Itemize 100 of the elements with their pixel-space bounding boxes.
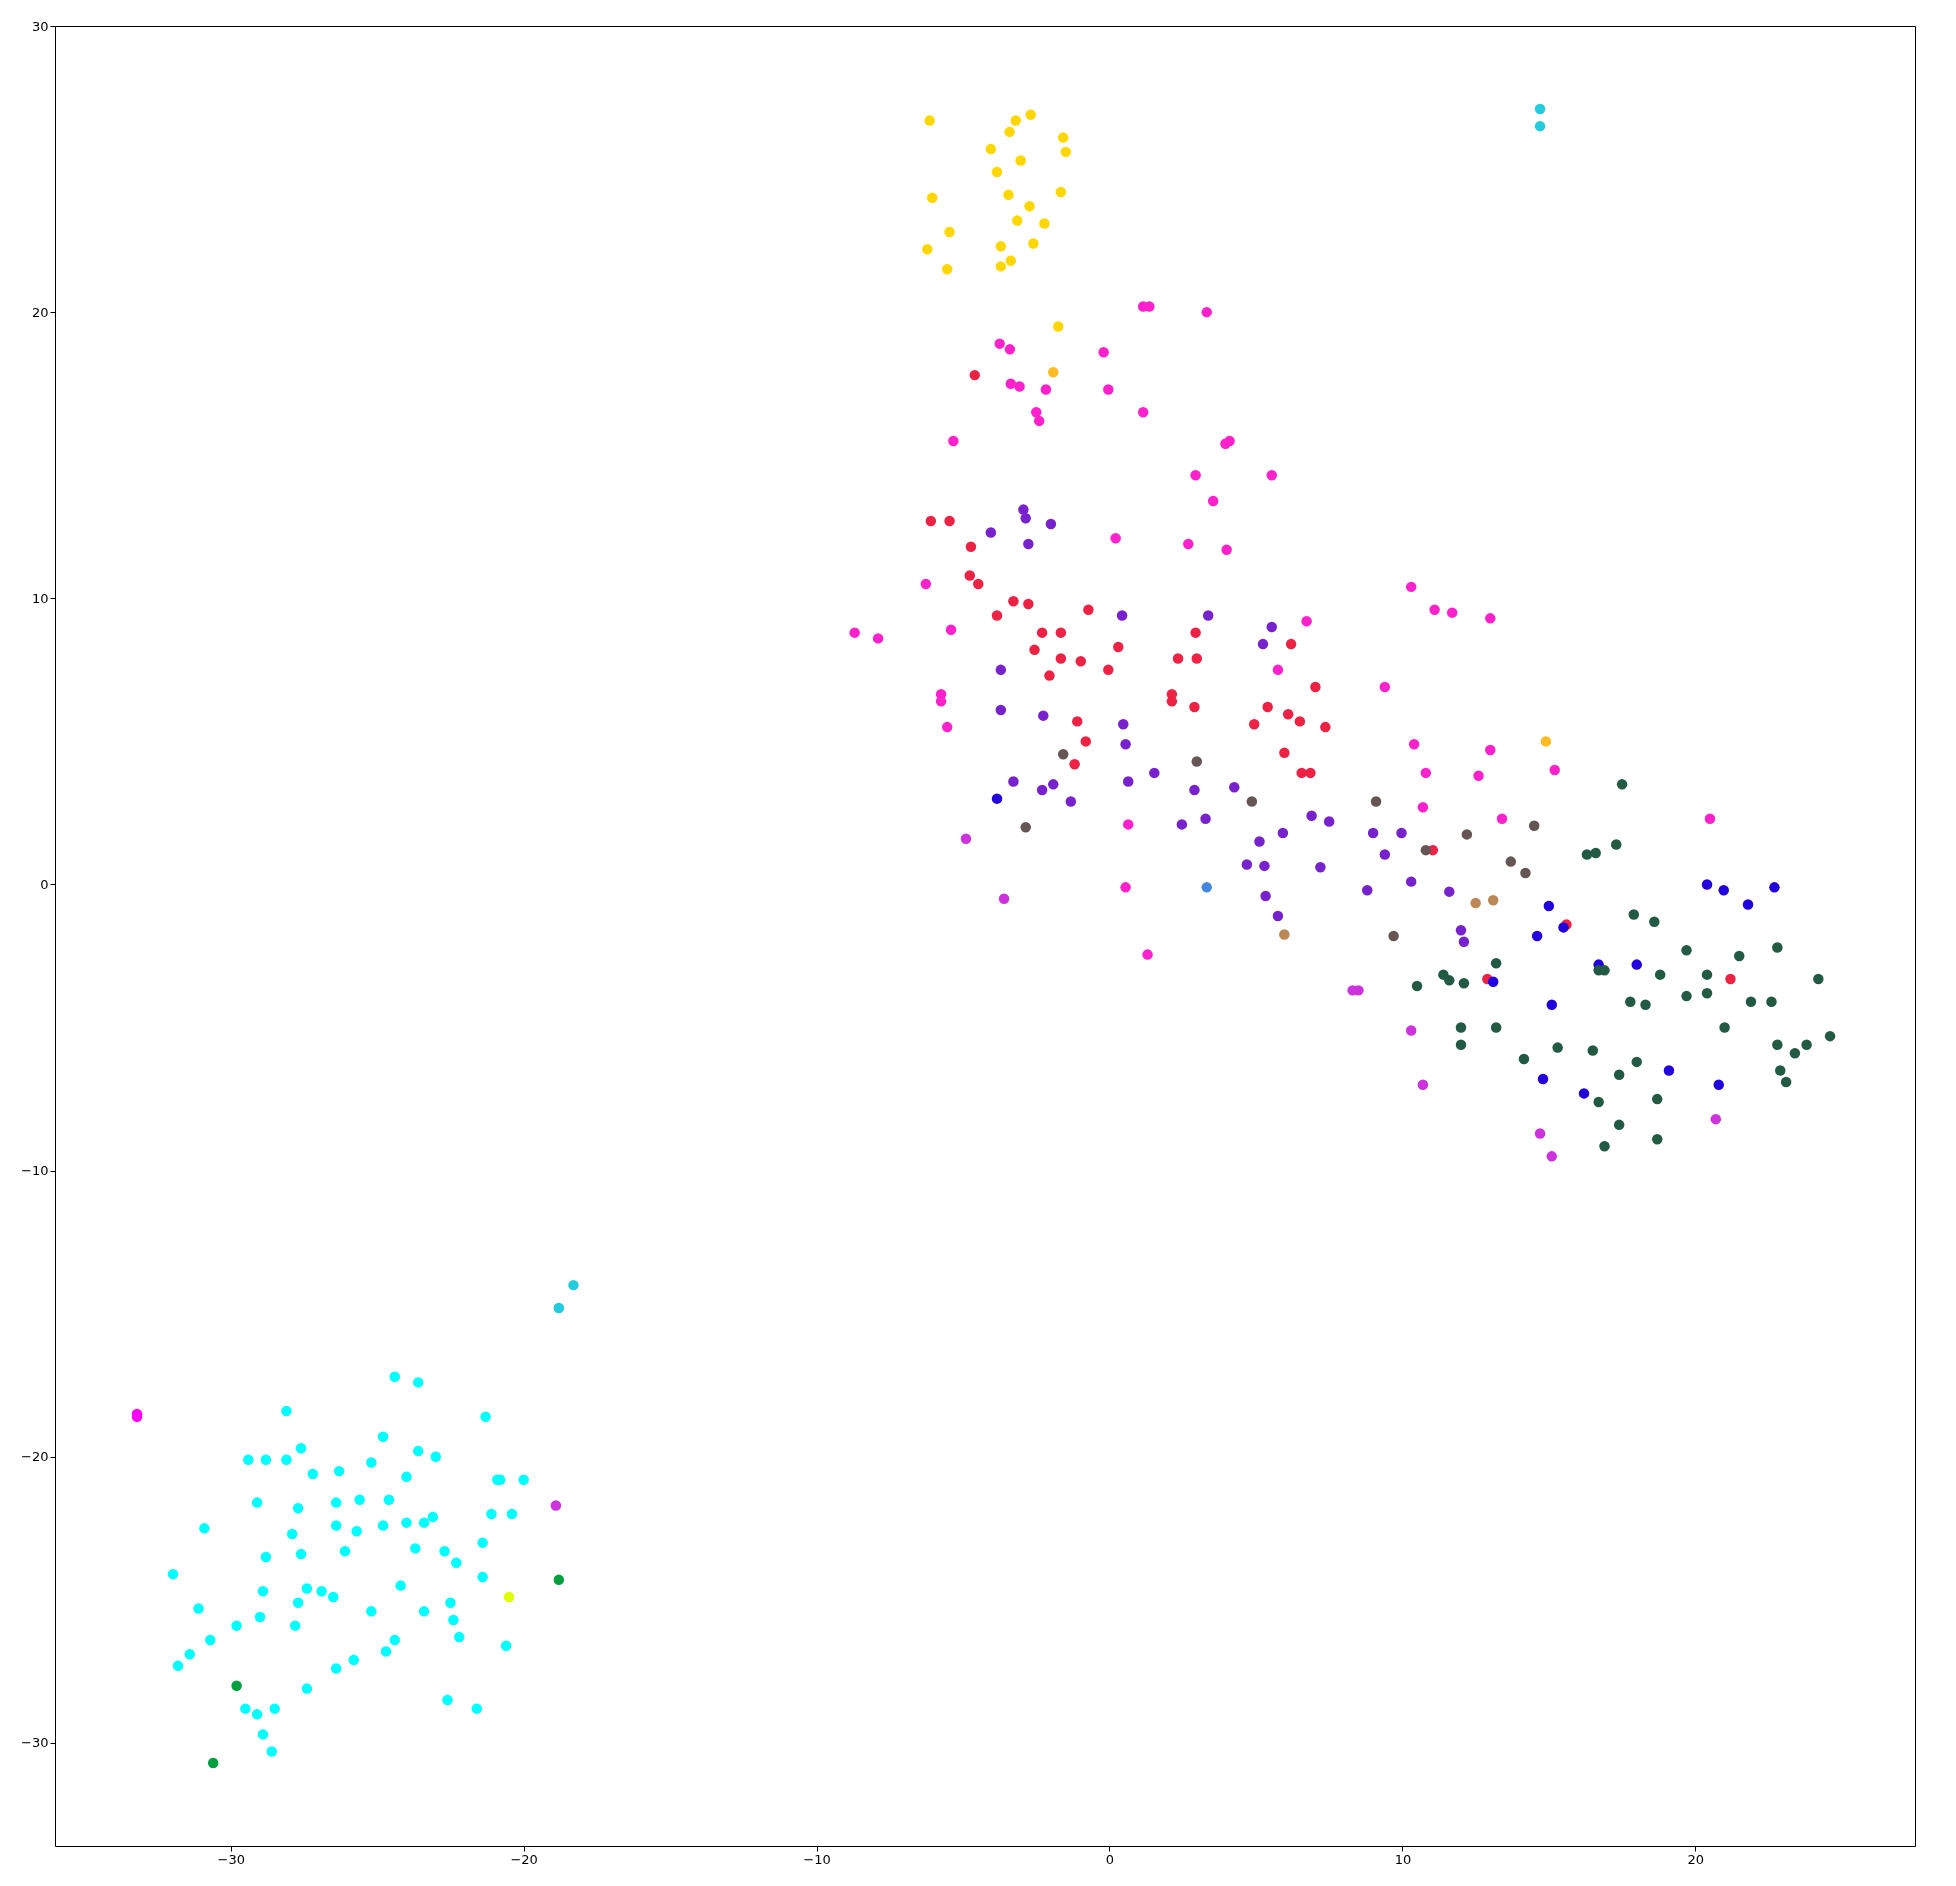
point — [1718, 884, 1729, 896]
point — [1701, 969, 1713, 980]
point — [1044, 670, 1055, 681]
point — [1113, 641, 1124, 653]
point — [1628, 909, 1640, 920]
point — [941, 721, 953, 733]
point — [1625, 996, 1636, 1008]
point — [935, 696, 947, 707]
point — [1285, 638, 1297, 650]
point — [922, 243, 933, 255]
point — [1663, 1065, 1675, 1076]
point — [924, 115, 935, 126]
point — [1537, 1073, 1549, 1085]
point — [1367, 827, 1379, 839]
point — [1599, 1141, 1610, 1152]
point — [995, 241, 1007, 252]
point — [1490, 1022, 1502, 1033]
point — [1701, 988, 1713, 999]
point — [945, 624, 957, 636]
point — [1546, 1151, 1558, 1162]
point — [1015, 155, 1026, 166]
point — [1455, 1022, 1467, 1033]
point — [1118, 719, 1129, 730]
point — [1120, 739, 1131, 750]
point — [553, 1302, 565, 1314]
point — [1257, 638, 1269, 650]
point — [1060, 146, 1072, 158]
point — [568, 1279, 579, 1291]
point — [1191, 756, 1203, 767]
point — [1772, 942, 1783, 953]
point — [1587, 1045, 1599, 1056]
point — [1518, 1053, 1530, 1065]
point — [1701, 879, 1713, 890]
point — [1681, 945, 1692, 956]
point — [973, 578, 984, 590]
point — [1020, 822, 1031, 833]
x-tick-label: −30 — [217, 1851, 245, 1867]
point — [1362, 884, 1373, 896]
point — [1370, 796, 1382, 807]
x-tick-label: 20 — [1687, 1851, 1705, 1867]
point — [1142, 949, 1153, 960]
point — [1057, 132, 1069, 143]
point — [1200, 813, 1211, 824]
y-tick-label: 30 — [31, 18, 49, 34]
point — [995, 704, 1007, 716]
point — [991, 166, 1003, 178]
point — [1455, 925, 1467, 936]
point — [1023, 538, 1034, 550]
point — [1172, 653, 1184, 664]
point — [1057, 749, 1069, 760]
point — [553, 1574, 565, 1586]
point — [1279, 747, 1290, 759]
point — [1241, 859, 1253, 870]
point — [1055, 627, 1067, 638]
point — [1458, 936, 1470, 947]
point — [1470, 897, 1481, 909]
point — [1552, 1042, 1563, 1053]
point — [1649, 916, 1660, 927]
y-tick-label: −20 — [21, 1449, 49, 1465]
point — [1052, 321, 1064, 332]
point — [1405, 581, 1417, 593]
point — [1704, 813, 1716, 824]
point — [1048, 779, 1059, 790]
point — [1248, 719, 1260, 730]
point — [1305, 767, 1316, 779]
point — [1189, 784, 1200, 796]
point — [1010, 115, 1021, 126]
point — [1534, 103, 1546, 115]
point — [995, 664, 1007, 676]
point — [1266, 470, 1278, 481]
point — [941, 264, 953, 275]
y-tick-label: 20 — [31, 304, 49, 320]
point — [1487, 895, 1499, 906]
x-tick-label: −10 — [803, 1851, 831, 1867]
point — [1098, 346, 1109, 358]
point — [1069, 759, 1080, 770]
point — [1004, 126, 1015, 138]
point — [1654, 969, 1666, 980]
point — [1260, 890, 1271, 902]
point — [1120, 882, 1131, 893]
point — [1080, 736, 1092, 747]
point — [1038, 710, 1049, 721]
point — [1029, 644, 1040, 656]
point — [1110, 533, 1121, 544]
point — [1259, 860, 1270, 872]
point — [1201, 882, 1212, 893]
point — [1581, 849, 1593, 860]
point — [1543, 900, 1555, 912]
point — [1485, 744, 1496, 756]
point — [1461, 829, 1473, 840]
point — [1742, 899, 1754, 910]
point — [1396, 827, 1407, 839]
y-tick-label: −10 — [21, 1163, 49, 1179]
point — [1772, 1039, 1783, 1050]
point — [1719, 1022, 1730, 1033]
point — [1801, 1039, 1812, 1050]
point — [1631, 959, 1642, 970]
point — [1769, 882, 1780, 893]
point — [985, 527, 997, 538]
point — [1610, 839, 1622, 850]
